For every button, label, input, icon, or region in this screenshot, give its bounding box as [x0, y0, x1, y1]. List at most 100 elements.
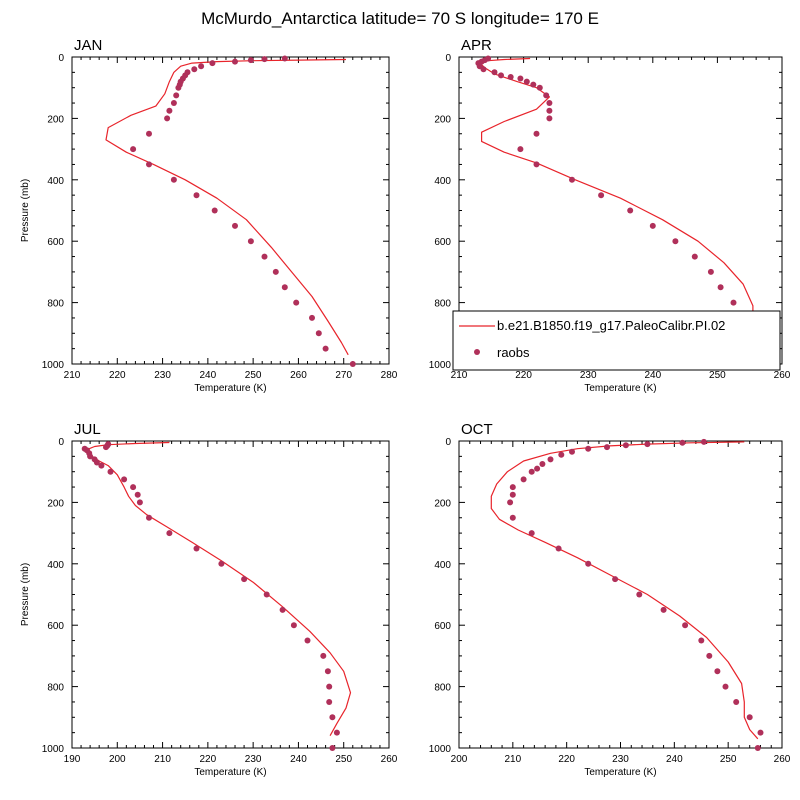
oct-raobs-point: [604, 444, 610, 451]
jan-raobs-point: [261, 253, 268, 260]
jan-x-tick-label: 240: [200, 370, 217, 381]
jul-y-tick-label: 1000: [42, 744, 65, 755]
jul-x-tick-label: 190: [64, 754, 81, 765]
apr-raobs-point: [533, 130, 540, 137]
oct-y-tick-label: 0: [445, 437, 451, 448]
oct-x-tick-label: 230: [612, 754, 629, 765]
jan-x-tick-label: 250: [245, 370, 262, 381]
jan-raobs-point: [209, 60, 216, 67]
legend: b.e21.B1850.f19_g17.PaleoCalibr.PI.02rao…: [452, 310, 781, 371]
jul-raobs-point: [107, 468, 114, 475]
oct-raobs-point: [700, 438, 707, 445]
jul-raobs-point: [130, 484, 137, 491]
oct-raobs-point: [754, 745, 761, 751]
jan-y-tick-label: 800: [47, 299, 64, 310]
apr-y-tick-label: 0: [445, 53, 451, 64]
apr-raobs-point: [546, 115, 553, 122]
oct-raobs-point: [520, 476, 527, 483]
jan-raobs-point: [146, 161, 152, 168]
oct-y-tick-label: 600: [434, 621, 451, 632]
oct-y-tick-label: 800: [434, 683, 451, 694]
oct-raobs-point: [528, 530, 535, 537]
jan-raobs-point: [309, 314, 315, 321]
jul-x-tick-label: 210: [154, 754, 171, 765]
jul-raobs-point: [324, 668, 331, 675]
oct-x-tick-label: 260: [774, 754, 791, 765]
jan-raobs-point: [247, 238, 254, 245]
apr-raobs-point: [649, 222, 656, 229]
apr-raobs-point: [717, 284, 724, 291]
jan-raobs-point: [170, 100, 177, 106]
jul-model-line: [88, 441, 352, 736]
apr-raobs-point: [523, 78, 530, 85]
jul-x-tick-label: 260: [381, 754, 398, 765]
oct-raobs-point: [507, 499, 514, 506]
apr-panel-title: APR: [461, 37, 492, 54]
panel-apr: 210 220 230 240 250 260 0 200 400 600 800 1000 APR Te…: [429, 37, 791, 394]
jan-raobs-point: [322, 345, 329, 352]
apr-raobs-point: [533, 161, 540, 168]
jul-raobs-point: [121, 476, 128, 483]
oct-panel-title: OCT: [461, 421, 493, 438]
apr-raobs-point: [598, 192, 605, 199]
jul-raobs-point: [166, 530, 173, 537]
legend-model-label: b.e21.B1850.f19_g17.PaleoCalibr.PI.02: [497, 318, 725, 333]
jul-raobs-point: [329, 714, 336, 721]
oct-model-line: [490, 441, 759, 740]
oct-raobs-point: [682, 622, 689, 629]
oct-raobs-point: [722, 683, 729, 690]
jan-raobs-point: [191, 66, 198, 73]
jan-raobs-point: [166, 107, 173, 114]
apr-x-tick-label: 220: [515, 370, 532, 381]
jul-x-tick-label: 240: [290, 754, 307, 765]
jan-y-axis-label: Pressure (mb): [20, 179, 31, 242]
jul-plot-frame: [71, 440, 390, 749]
apr-x-axis-label: Temperature (K): [584, 383, 656, 394]
apr-raobs-point: [691, 253, 698, 260]
jan-raobs-point: [130, 146, 137, 153]
jan-y-tick-label: 600: [47, 237, 64, 248]
jul-raobs-point: [290, 622, 297, 629]
jan-raobs-point: [164, 115, 171, 122]
apr-raobs-point: [707, 268, 714, 275]
jul-raobs-point: [103, 444, 109, 451]
jul-raobs-point: [218, 560, 225, 567]
jan-raobs-point: [170, 176, 177, 183]
apr-raobs-point: [569, 176, 575, 183]
oct-raobs-point: [534, 465, 541, 472]
jul-raobs-point: [304, 637, 311, 644]
apr-y-tick-label: 1000: [429, 360, 452, 371]
oct-y-tick-label: 400: [434, 560, 451, 571]
jan-raobs-point: [315, 330, 322, 337]
apr-raobs-point: [546, 100, 553, 106]
apr-raobs-point: [536, 84, 543, 91]
jan-raobs-point: [146, 130, 152, 137]
jan-x-tick-label: 220: [109, 370, 126, 381]
jul-raobs-point: [326, 699, 333, 705]
oct-x-tick-label: 250: [720, 754, 737, 765]
jan-raobs-point: [173, 92, 180, 99]
oct-raobs-point: [733, 699, 740, 705]
legend-raobs-marker: [474, 349, 480, 355]
jan-raobs-point: [232, 58, 238, 65]
apr-raobs-point: [543, 92, 550, 99]
jul-raobs-point: [326, 683, 333, 690]
apr-raobs-point: [507, 74, 514, 80]
jul-raobs-point: [136, 499, 143, 506]
jul-x-tick-label: 250: [335, 754, 352, 765]
apr-y-tick-label: 200: [434, 114, 451, 125]
jul-raobs-point: [320, 652, 327, 659]
oct-raobs-point: [585, 445, 592, 452]
jan-x-tick-label: 280: [381, 370, 398, 381]
jan-raobs-point: [272, 268, 279, 275]
oct-raobs-point: [660, 606, 667, 613]
apr-raobs-point: [546, 107, 553, 114]
jul-raobs-point: [241, 576, 248, 583]
jan-x-axis-label: Temperature (K): [194, 383, 266, 394]
jul-raobs-point: [333, 729, 340, 736]
oct-y-tick-label: 200: [434, 498, 451, 509]
oct-raobs-point: [539, 461, 546, 467]
jul-raobs-point: [263, 591, 270, 598]
oct-raobs-point: [636, 591, 643, 598]
